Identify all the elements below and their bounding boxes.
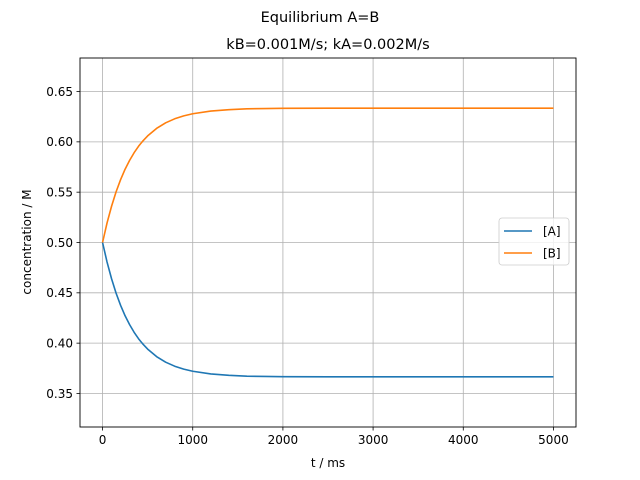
y-tick-label: 0.60: [46, 135, 73, 149]
y-tick-label: 0.40: [46, 336, 73, 350]
x-tick-label: 4000: [448, 433, 479, 447]
x-tick-label: 2000: [268, 433, 299, 447]
series-lines: [101, 107, 554, 378]
x-axis-label: t / ms: [311, 456, 345, 470]
legend-label: [A]: [543, 225, 561, 239]
x-tick-label: 3000: [358, 433, 389, 447]
chart-suptitle: Equilibrium A=B: [261, 10, 380, 26]
y-tick-label: 0.45: [46, 286, 73, 300]
y-tick-label: 0.55: [46, 185, 73, 199]
x-tick-label: 1000: [177, 433, 208, 447]
series-line-b: [101, 107, 554, 243]
legend: [A] [B]: [498, 217, 570, 266]
y-tick-label: 0.65: [46, 85, 73, 99]
y-tick-label: 0.35: [46, 387, 73, 401]
chart-title: kB=0.001M/s; kA=0.002M/s: [226, 37, 429, 53]
series-line-a: [101, 242, 554, 378]
legend-label: [B]: [543, 247, 561, 261]
y-axis-label: concentration / M: [20, 189, 34, 294]
x-tick-label: 5000: [538, 433, 569, 447]
x-axis: 0 1000 2000 3000 4000 5000: [99, 427, 569, 447]
y-axis: 0.35 0.40 0.45 0.50 0.55 0.60 0.65: [46, 85, 80, 401]
y-tick-label: 0.50: [46, 236, 73, 250]
x-tick-label: 0: [99, 433, 107, 447]
